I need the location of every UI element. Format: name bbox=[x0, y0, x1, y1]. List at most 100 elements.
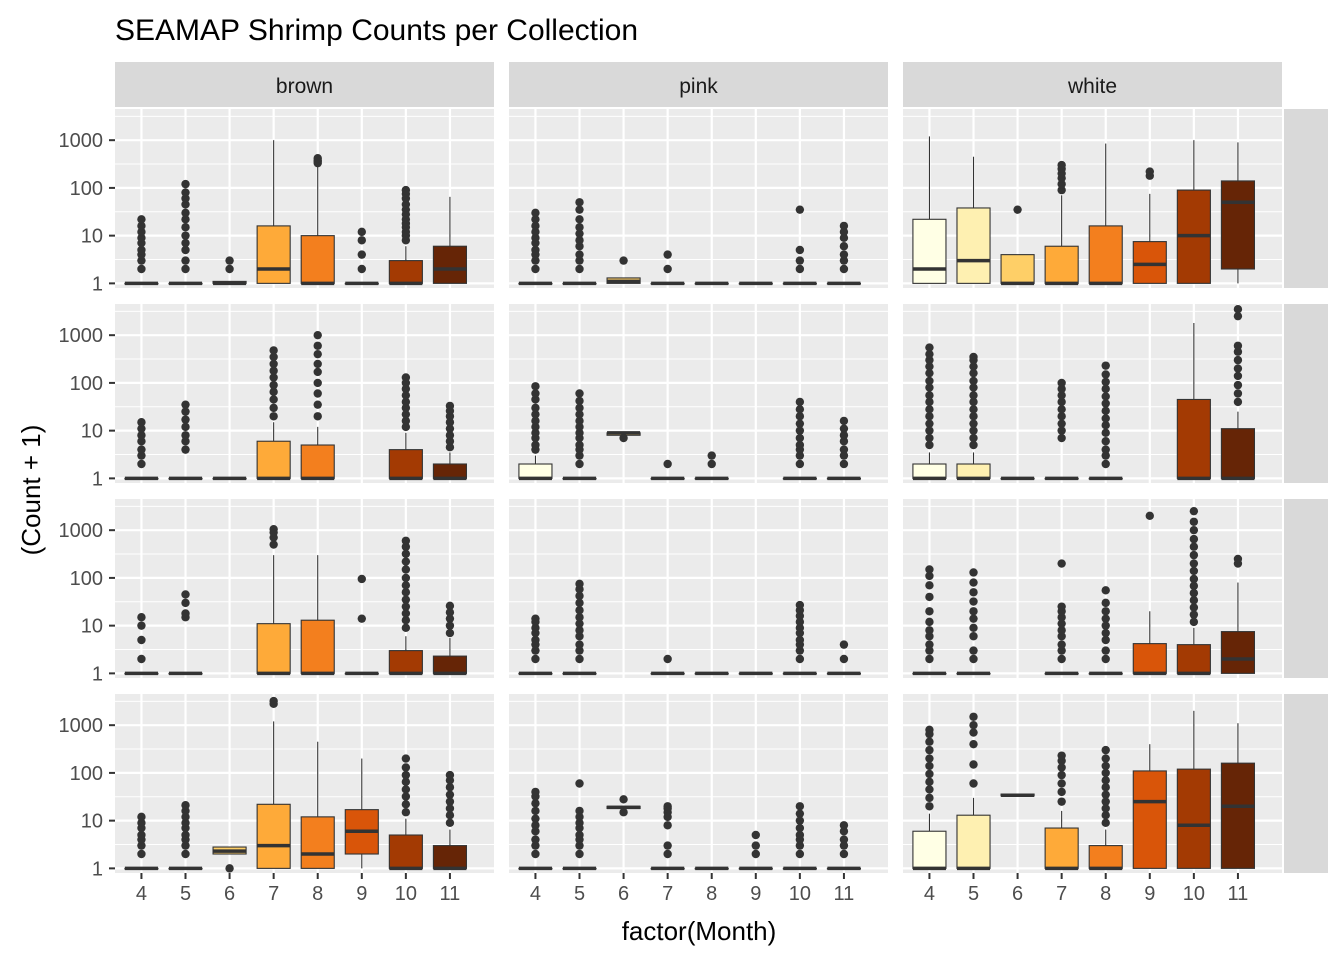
outlier-point bbox=[795, 823, 805, 833]
box-month-11 bbox=[432, 845, 468, 869]
outlier-point bbox=[619, 808, 628, 817]
box-month-7 bbox=[256, 225, 291, 284]
box-month-5 bbox=[956, 814, 991, 869]
outlier-point bbox=[1101, 459, 1110, 469]
outlier-point bbox=[839, 221, 849, 231]
outlier-point bbox=[795, 802, 805, 811]
box-month-4 bbox=[912, 830, 947, 869]
outlier-point bbox=[1233, 355, 1243, 365]
x-tick-label: 9 bbox=[750, 883, 761, 905]
outlier-point bbox=[137, 437, 146, 446]
outlier-point bbox=[839, 416, 849, 426]
x-tick-label: 9 bbox=[356, 883, 367, 905]
outlier-point bbox=[531, 821, 540, 830]
outlier-point bbox=[531, 416, 540, 426]
y-tick-label: 10 bbox=[81, 421, 103, 443]
outlier-point bbox=[663, 459, 672, 469]
outlier-point bbox=[969, 712, 978, 721]
outlier-point bbox=[181, 445, 190, 454]
outlier-point bbox=[1189, 542, 1199, 551]
outlier-point bbox=[1189, 588, 1199, 598]
outlier-point bbox=[181, 415, 190, 424]
outlier-point bbox=[925, 426, 934, 435]
outlier-point bbox=[795, 426, 805, 435]
outlier-point bbox=[1057, 619, 1066, 628]
panel-background bbox=[509, 304, 888, 483]
outlier-point bbox=[137, 654, 146, 664]
outlier-point bbox=[969, 352, 978, 362]
box-month-10 bbox=[388, 260, 423, 284]
outlier-point bbox=[401, 403, 411, 413]
outlier-point bbox=[969, 779, 978, 788]
outlier-point bbox=[795, 405, 805, 414]
outlier-point bbox=[1057, 770, 1066, 780]
outlier-point bbox=[269, 380, 278, 390]
outlier-point bbox=[269, 696, 278, 706]
box-month-7 bbox=[1044, 827, 1079, 869]
outlier-point bbox=[1101, 768, 1110, 778]
outlier-point bbox=[445, 437, 455, 446]
x-tick-label: 7 bbox=[1056, 883, 1067, 905]
outlier-point bbox=[925, 440, 934, 450]
outlier-point bbox=[839, 437, 849, 446]
outlier-point bbox=[925, 419, 934, 428]
outlier-point bbox=[751, 841, 760, 850]
box-month-10 bbox=[388, 650, 423, 674]
outlier-point bbox=[1101, 421, 1110, 430]
outlier-point bbox=[795, 830, 805, 840]
outlier-point bbox=[181, 437, 190, 446]
outlier-point bbox=[575, 806, 584, 816]
panel-south-carolina-white bbox=[912, 710, 1256, 871]
outlier-point bbox=[531, 403, 540, 413]
outlier-point bbox=[1101, 451, 1110, 460]
outlier-point bbox=[1057, 426, 1066, 435]
outlier-point bbox=[839, 227, 849, 237]
outlier-point bbox=[1101, 818, 1110, 828]
outlier-point bbox=[663, 250, 672, 259]
outlier-point bbox=[1233, 311, 1243, 321]
outlier-point bbox=[313, 400, 322, 409]
outlier-point bbox=[1233, 389, 1243, 398]
outlier-point bbox=[1101, 428, 1110, 438]
outlier-point bbox=[1101, 437, 1110, 446]
panel-background bbox=[509, 694, 888, 873]
outlier-point bbox=[137, 245, 146, 255]
outlier-point bbox=[401, 557, 411, 566]
outlier-point bbox=[1145, 511, 1154, 521]
outlier-point bbox=[269, 403, 278, 413]
outlier-point bbox=[925, 617, 934, 627]
strip-brown bbox=[115, 62, 494, 107]
outlier-point bbox=[969, 578, 978, 587]
outlier-point bbox=[1233, 380, 1243, 390]
outlier-point bbox=[1057, 779, 1066, 788]
outlier-point bbox=[839, 264, 849, 274]
outlier-point bbox=[575, 215, 584, 224]
outlier-point bbox=[925, 777, 934, 787]
box-month-11 bbox=[432, 655, 468, 674]
y-tick-label: 10 bbox=[81, 226, 103, 248]
outlier-point bbox=[1189, 603, 1199, 612]
box-month-8 bbox=[1088, 845, 1123, 869]
outlier-point bbox=[1233, 554, 1243, 564]
outlier-point bbox=[795, 600, 805, 610]
outlier-point bbox=[1101, 361, 1110, 370]
y-tick-label: 1 bbox=[92, 273, 103, 295]
outlier-point bbox=[795, 205, 805, 214]
outlier-point bbox=[269, 387, 278, 397]
strip-white bbox=[903, 62, 1282, 107]
outlier-point bbox=[531, 440, 540, 450]
outlier-point bbox=[839, 841, 849, 850]
outlier-point bbox=[925, 725, 934, 735]
outlier-point bbox=[575, 256, 584, 265]
outlier-point bbox=[575, 223, 584, 232]
outlier-point bbox=[839, 250, 849, 259]
outlier-point bbox=[401, 777, 411, 787]
outlier-point bbox=[575, 451, 584, 460]
outlier-point bbox=[795, 397, 805, 407]
strip-pink bbox=[509, 62, 888, 107]
outlier-point bbox=[969, 720, 978, 730]
outlier-point bbox=[925, 640, 934, 649]
outlier-point bbox=[795, 412, 805, 421]
box-month-11 bbox=[432, 463, 468, 479]
outlier-point bbox=[1189, 596, 1199, 605]
